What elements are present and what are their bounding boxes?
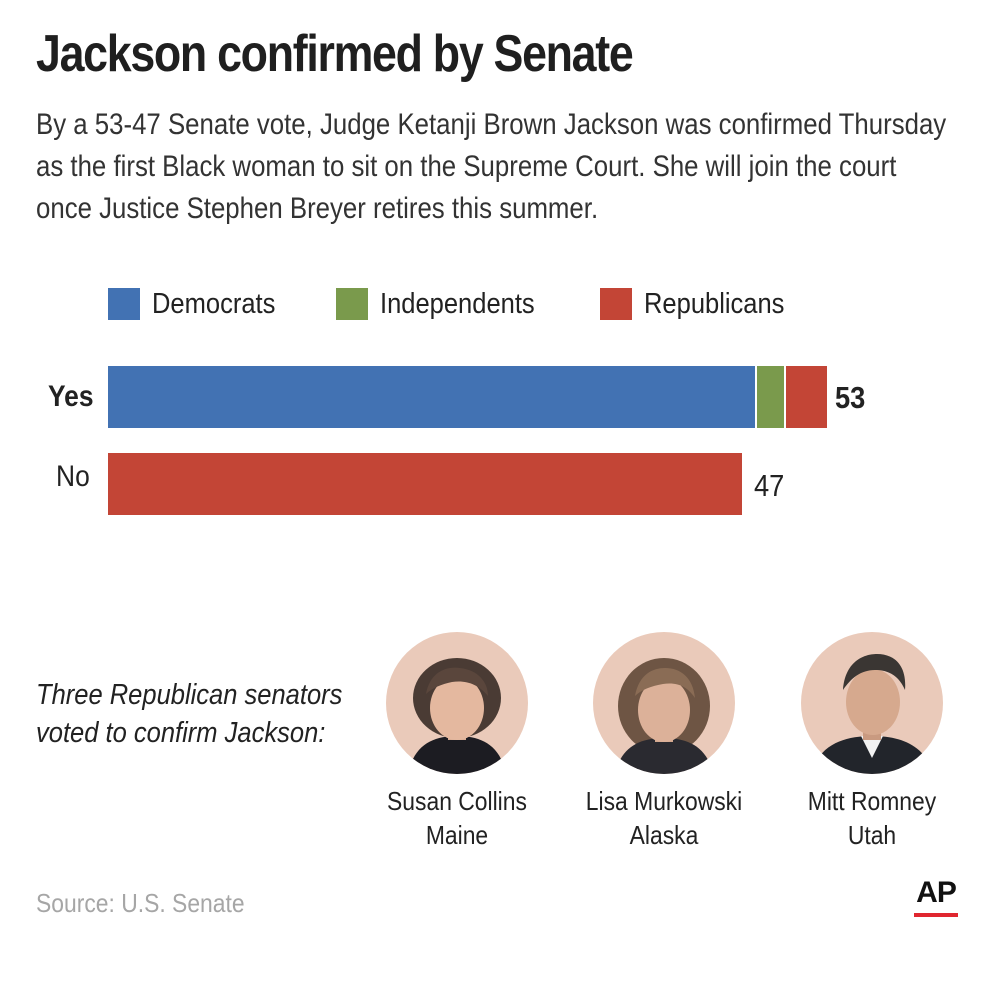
bar-yes-republicans [784,366,827,428]
senator-collins-state: Maine [425,820,489,850]
ap-logo: AP [914,877,958,917]
senator-romney-state: Utah [847,820,897,850]
legend-swatch-republicans [599,288,632,320]
bar-yes-independents [755,366,785,428]
legend-item-democrats: Democrats [108,288,292,321]
senator-collins-photo [386,632,528,774]
legend-swatch-democrats [108,288,140,320]
portrait-icon [615,658,713,774]
senator-collins-name: Susan Collins [387,786,527,816]
senators-caption: Three Republican senators voted to confi… [36,676,342,752]
portrait-icon [811,654,933,774]
row-label-no: No [56,460,90,493]
bar-value-yes: 53 [834,380,865,415]
legend-label-independents: Independents [380,287,535,320]
chart-subtitle: By a 53-47 Senate vote, Judge Ketanji Br… [36,108,947,225]
legend-label-republicans: Republicans [643,287,785,320]
bar-value-no: 47 [753,468,785,503]
senator-murkowski: Lisa Murkowski Alaska [564,632,764,852]
senator-collins: Susan Collins Maine [357,632,557,852]
legend-item-independents: Independents [336,288,556,321]
senator-murkowski-name: Lisa Murkowski [585,786,743,816]
legend: Democrats Independents Republicans [108,284,848,324]
ap-logo-underline [914,913,958,917]
ap-logo-text: AP [916,876,957,909]
row-label-yes: Yes [48,380,94,413]
senator-murkowski-state: Alaska [629,820,699,850]
bar-yes [108,366,827,428]
source-note: Source: U.S. Senate [36,888,245,918]
portrait-icon [408,658,506,774]
legend-label-democrats: Democrats [152,287,276,320]
bar-no-republicans [108,453,742,515]
senator-romney-photo [801,632,943,774]
senator-romney-name: Mitt Romney [807,786,937,816]
senator-murkowski-photo [593,632,735,774]
bar-no [108,453,742,515]
legend-swatch-independents [336,288,369,320]
bar-yes-democrats [108,366,756,428]
senators-caption-line1: Three Republican senators [36,679,343,711]
chart-title: Jackson confirmed by Senate [36,25,634,83]
legend-item-republicans: Republicans [599,287,804,321]
senator-romney: Mitt Romney Utah [772,632,972,852]
senators-caption-line2: voted to confirm Jackson: [36,717,326,749]
